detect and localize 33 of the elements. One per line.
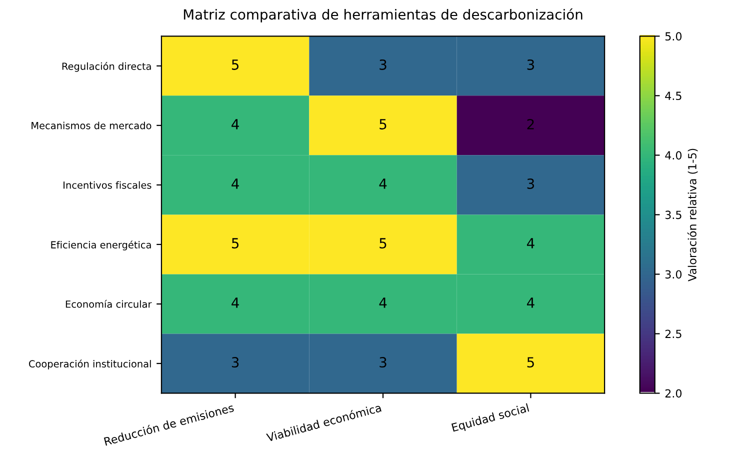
data-label: 2 — [527, 118, 534, 130]
data-label: 4 — [379, 178, 387, 189]
chart-title: Matriz comparativa de herramientas de descarbonización — [184, 8, 582, 22]
data-label: 3 — [527, 178, 534, 189]
data-label: 4 — [526, 298, 534, 308]
data-label: 5 — [232, 60, 239, 70]
data-label: 5 — [232, 238, 239, 248]
color-bar-label: 3.0 — [665, 270, 682, 279]
color-bar-label: 3.5 — [665, 210, 682, 220]
color-bar-label: 4.5 — [665, 92, 682, 100]
y-tick-label: Eficiencia energética — [51, 240, 151, 250]
data-label: 3 — [527, 59, 534, 70]
color-bar-label: 2.5 — [665, 330, 682, 338]
y-tick-label: Mecanismos de mercado — [32, 122, 152, 130]
data-label: 4 — [232, 178, 239, 189]
data-label: 3 — [380, 357, 386, 368]
data-label: 4 — [232, 119, 239, 130]
color-bar-title: Valoración relativa (1-5) — [687, 148, 698, 282]
color-bar-label: 5.0 — [665, 32, 682, 41]
y-tick-label: Economía circular — [66, 300, 152, 308]
data-label: 4 — [526, 238, 534, 248]
y-tick-label: Incentivos fiscales — [64, 181, 152, 189]
data-label: 4 — [232, 298, 239, 308]
data-label: 3 — [232, 357, 239, 368]
data-label: 3 — [380, 59, 386, 70]
data-label: 5 — [527, 357, 534, 368]
color-bar-label: 2.0 — [665, 389, 682, 398]
data-label: 5 — [380, 119, 386, 130]
data-label: 4 — [379, 298, 387, 308]
color-bar-label: 4.0 — [665, 151, 682, 160]
y-tick-label: Regulación directa — [62, 62, 151, 72]
data-label: 5 — [380, 238, 386, 248]
y-tick-label: Cooperación institucional — [29, 360, 151, 370]
